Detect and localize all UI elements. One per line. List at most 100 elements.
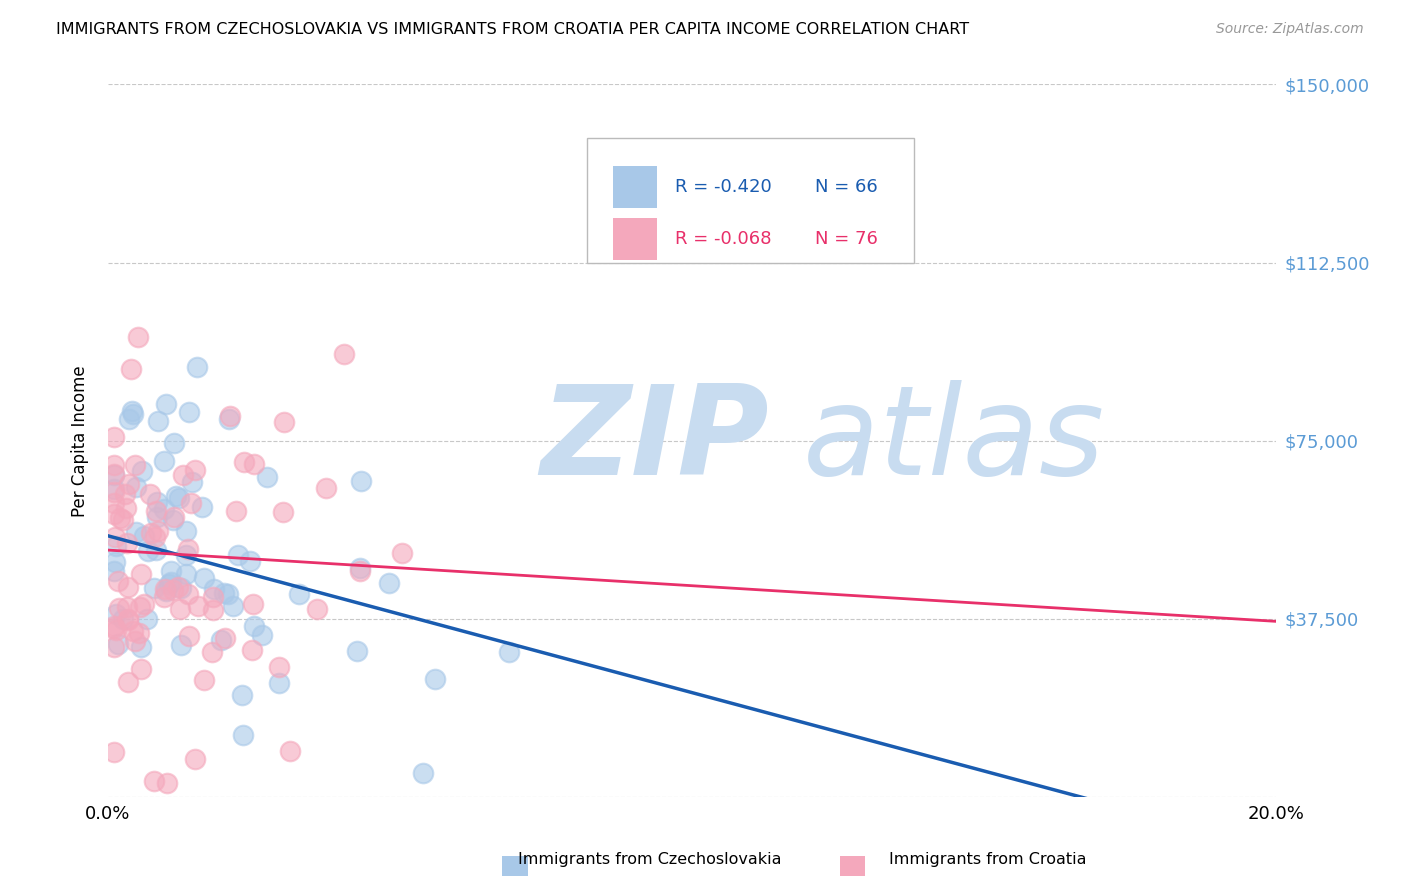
Point bbox=[165, 489, 187, 503]
Point bbox=[105, 539, 128, 553]
Point bbox=[239, 553, 262, 567]
Point bbox=[186, 359, 208, 374]
Point bbox=[157, 576, 180, 591]
Y-axis label: Per Capita Income: Per Capita Income bbox=[72, 365, 89, 516]
Point bbox=[193, 673, 215, 687]
Point bbox=[166, 580, 188, 594]
Point bbox=[129, 640, 152, 654]
Point bbox=[122, 407, 145, 421]
Point bbox=[111, 612, 134, 626]
Point bbox=[121, 404, 143, 418]
Point bbox=[153, 453, 176, 467]
Point bbox=[212, 585, 235, 599]
Point bbox=[233, 455, 256, 469]
Bar bbox=[613, 218, 657, 260]
Point bbox=[146, 495, 169, 509]
Text: R = -0.068: R = -0.068 bbox=[675, 230, 770, 248]
Point bbox=[232, 728, 254, 742]
Point bbox=[177, 587, 200, 601]
Point bbox=[225, 504, 247, 518]
Point bbox=[118, 477, 141, 491]
Point bbox=[193, 571, 215, 585]
Point bbox=[250, 628, 273, 642]
Point bbox=[115, 501, 138, 516]
Point bbox=[136, 544, 159, 558]
Point bbox=[143, 530, 166, 544]
Point bbox=[498, 645, 520, 659]
Point bbox=[242, 597, 264, 611]
Point bbox=[103, 484, 125, 499]
Point bbox=[256, 469, 278, 483]
Point bbox=[242, 458, 264, 472]
Point bbox=[103, 496, 125, 510]
Point bbox=[273, 415, 295, 429]
FancyBboxPatch shape bbox=[586, 138, 914, 262]
Point bbox=[209, 632, 232, 647]
Point bbox=[145, 509, 167, 524]
Text: IMMIGRANTS FROM CZECHOSLOVAKIA VS IMMIGRANTS FROM CROATIA PER CAPITA INCOME CORR: IMMIGRANTS FROM CZECHOSLOVAKIA VS IMMIGR… bbox=[56, 22, 969, 37]
Point bbox=[214, 631, 236, 645]
Point bbox=[349, 565, 371, 579]
Point bbox=[172, 467, 194, 482]
Text: Immigrants from Czechoslovakia: Immigrants from Czechoslovakia bbox=[517, 852, 782, 867]
Point bbox=[103, 458, 125, 473]
Point bbox=[124, 480, 146, 494]
Point bbox=[124, 634, 146, 648]
Point bbox=[160, 575, 183, 590]
Text: N = 76: N = 76 bbox=[814, 230, 877, 248]
Point bbox=[240, 642, 263, 657]
Text: atlas: atlas bbox=[803, 380, 1105, 501]
Point bbox=[153, 502, 176, 516]
Point bbox=[184, 463, 207, 477]
Point bbox=[280, 744, 302, 758]
Point bbox=[201, 645, 224, 659]
Point bbox=[288, 587, 311, 601]
Point bbox=[117, 612, 139, 626]
Text: R = -0.420: R = -0.420 bbox=[675, 178, 772, 196]
Point bbox=[305, 601, 328, 615]
Point bbox=[269, 675, 291, 690]
Point bbox=[391, 546, 413, 560]
Point bbox=[269, 660, 291, 674]
Point bbox=[127, 330, 149, 344]
Point bbox=[131, 464, 153, 478]
Text: Source: ZipAtlas.com: Source: ZipAtlas.com bbox=[1216, 22, 1364, 37]
Point bbox=[218, 409, 240, 424]
Point bbox=[346, 644, 368, 658]
Point bbox=[163, 435, 186, 450]
Point bbox=[163, 509, 186, 524]
Point bbox=[121, 624, 143, 638]
Point bbox=[129, 566, 152, 581]
Point bbox=[179, 405, 201, 419]
Point bbox=[115, 599, 138, 614]
Point bbox=[108, 600, 131, 615]
Point bbox=[103, 482, 125, 496]
Point bbox=[180, 496, 202, 510]
Point bbox=[103, 507, 125, 521]
Point bbox=[103, 622, 125, 636]
Point bbox=[139, 526, 162, 541]
Point bbox=[104, 624, 127, 638]
Point bbox=[170, 638, 193, 652]
Point bbox=[350, 474, 373, 488]
Point bbox=[118, 412, 141, 426]
Point bbox=[226, 548, 249, 562]
Point bbox=[243, 618, 266, 632]
Point bbox=[155, 397, 177, 411]
Point bbox=[111, 513, 134, 527]
Point bbox=[148, 414, 170, 428]
Point bbox=[160, 564, 183, 578]
Point bbox=[103, 745, 125, 759]
Point bbox=[134, 597, 156, 611]
Point bbox=[191, 500, 214, 514]
Point bbox=[155, 583, 177, 598]
Point bbox=[139, 486, 162, 500]
Point bbox=[132, 529, 155, 543]
Bar bbox=[613, 166, 657, 209]
Point bbox=[145, 504, 167, 518]
Point bbox=[104, 530, 127, 544]
Point bbox=[202, 590, 225, 604]
Point bbox=[131, 662, 153, 676]
Point bbox=[115, 536, 138, 550]
Point bbox=[201, 603, 224, 617]
